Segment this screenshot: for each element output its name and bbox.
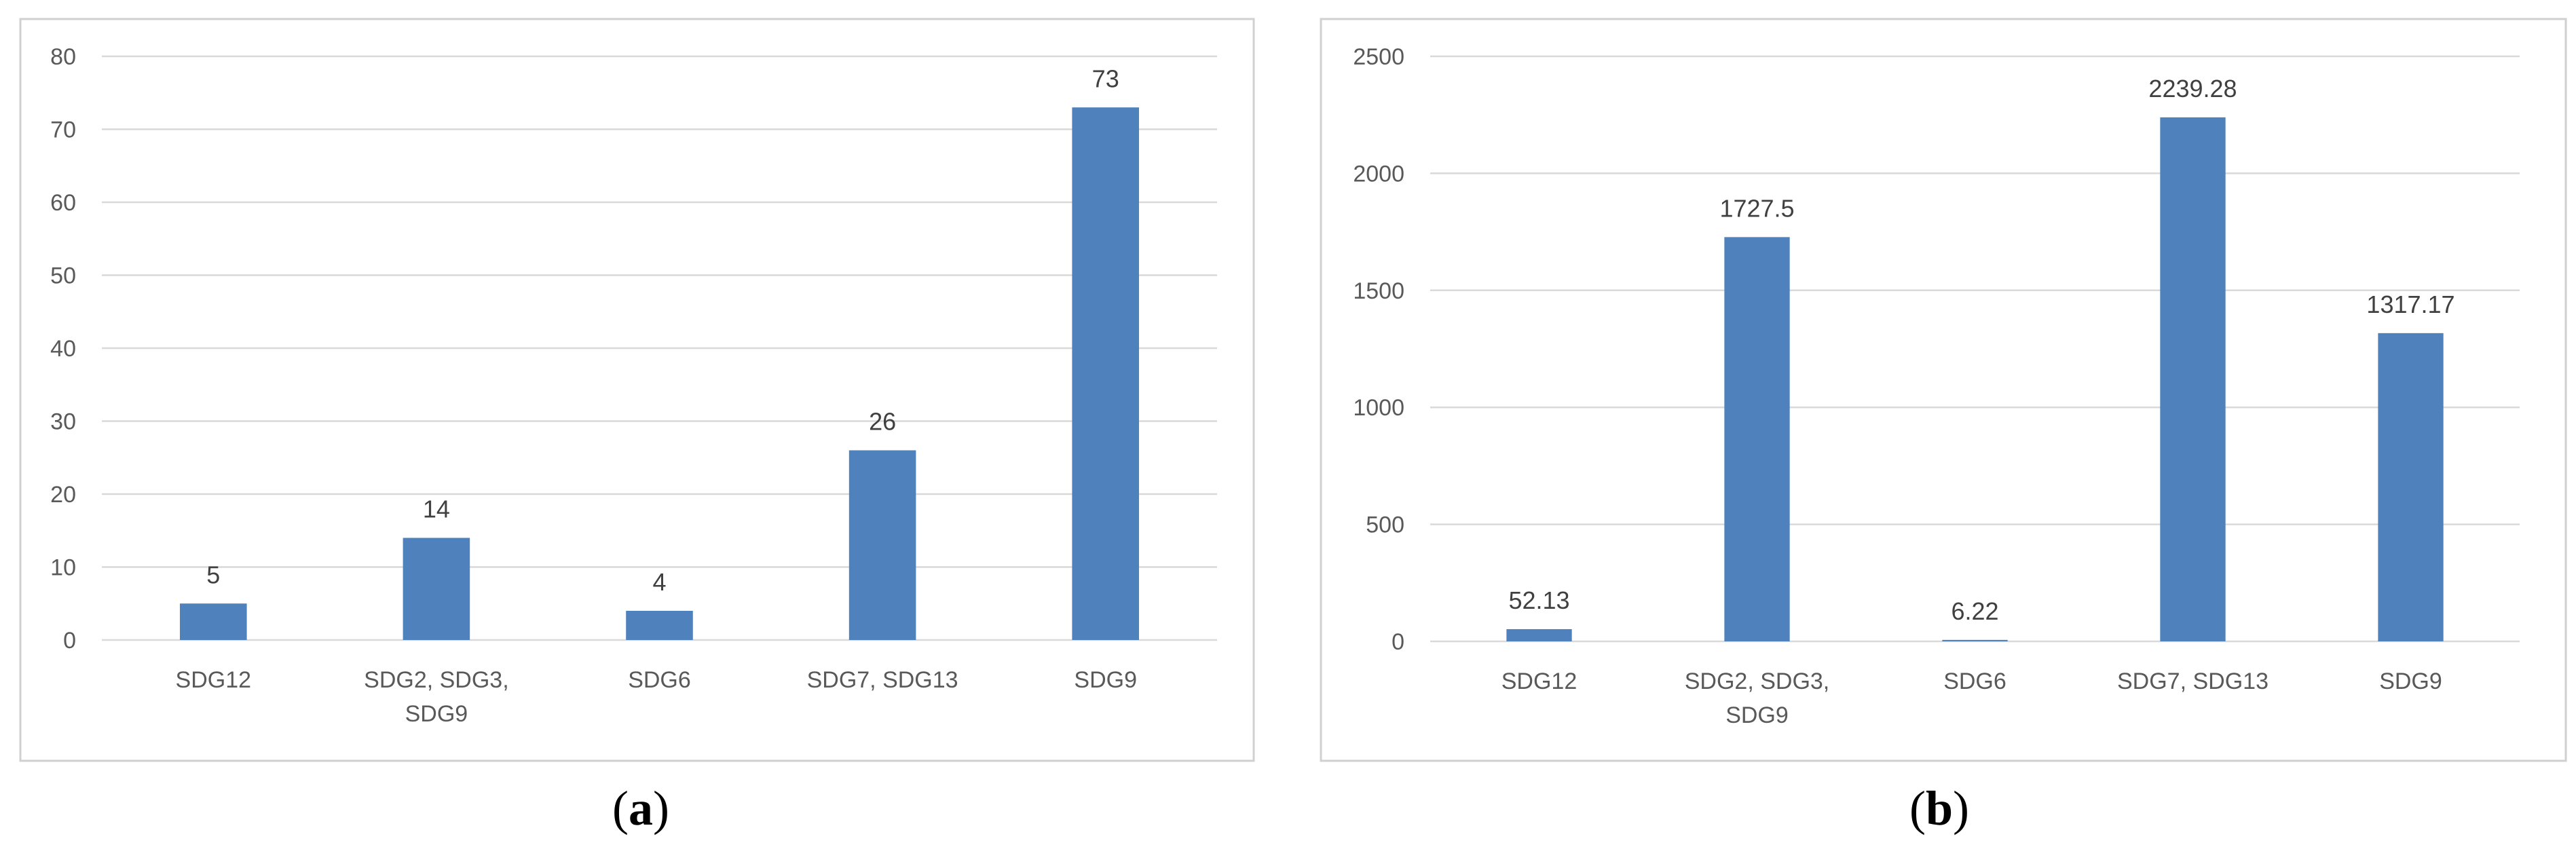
y-tick-label: 2000 [1353, 161, 1404, 187]
data-label: 73 [1092, 64, 1119, 92]
y-tick-label: 40 [50, 336, 76, 362]
data-label: 2239.28 [2148, 75, 2237, 102]
y-tick-label: 0 [1392, 629, 1404, 655]
data-label: 4 [652, 568, 666, 596]
x-tick-label: SDG7, SDG13 [2117, 669, 2269, 694]
y-tick-label: 1500 [1353, 278, 1404, 304]
x-tick-label: SDG7, SDG13 [807, 667, 958, 693]
panel-label: (b) [1909, 781, 1969, 835]
y-tick-label: 20 [50, 482, 76, 508]
chart-panel-a: 0 10 20 30 40 50 60 70 80 5 SDG12 14 SDG2, SDG3, SDG9… [19, 18, 1255, 835]
y-tick-label: 30 [50, 409, 76, 435]
y-tick-label: 1000 [1353, 395, 1404, 421]
data-label: 26 [869, 408, 896, 436]
x-tick-label: SDG2, SDG3, SDG9 [364, 667, 509, 727]
bar [848, 450, 916, 640]
y-tick-label: 0 [63, 628, 76, 654]
y-tick-label: 50 [50, 263, 76, 289]
y-tick-label: 500 [1366, 512, 1404, 538]
bar [626, 611, 693, 640]
y-tick-label: 70 [50, 117, 76, 143]
y-tick-label: 80 [50, 44, 76, 70]
x-tick-label: SDG6 [628, 667, 691, 693]
y-tick-label: 60 [50, 190, 76, 216]
x-tick-label: SDG12 [176, 667, 252, 693]
chart-panel-b: 0 500 1000 1500 2000 2500 52.13 SDG12 1727.5 SDG2… [1320, 18, 2567, 835]
bar [1724, 237, 1790, 641]
bar [1506, 629, 1572, 641]
bar [403, 538, 470, 640]
data-label: 6.22 [1951, 597, 1998, 625]
data-label: 1317.17 [2366, 290, 2454, 318]
x-tick-label: SDG12 [1501, 669, 1578, 694]
x-tick-label: SDG2, SDG3, SDG9 [1685, 669, 1830, 728]
chart-frame [19, 18, 1255, 762]
bar [2160, 117, 2226, 642]
y-tick-label: 2500 [1353, 44, 1404, 70]
bar [180, 603, 247, 640]
data-label: 1727.5 [1719, 194, 1794, 222]
bar [1942, 639, 2008, 641]
data-label: 5 [206, 561, 220, 588]
y-tick-label: 10 [50, 555, 76, 581]
x-tick-label: SDG6 [1943, 669, 2006, 694]
bar [2378, 333, 2444, 641]
bar [1072, 107, 1139, 640]
panel-label: (a) [612, 781, 669, 835]
data-label: 14 [423, 495, 450, 523]
x-tick-label: SDG9 [2379, 669, 2442, 694]
x-tick-label: SDG9 [1074, 667, 1137, 693]
data-label: 52.13 [1508, 586, 1569, 614]
